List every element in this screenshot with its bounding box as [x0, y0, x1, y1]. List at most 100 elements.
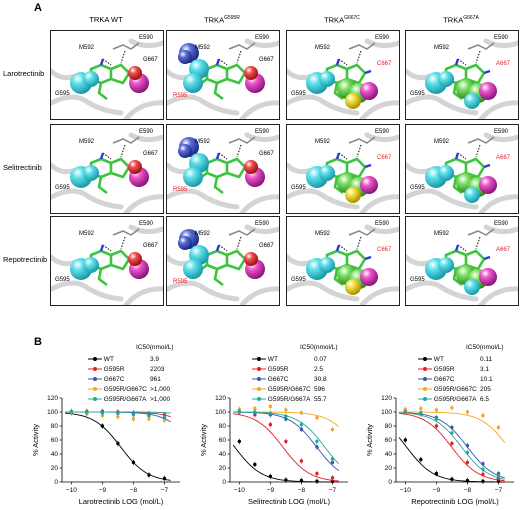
legend-ic50-value: 961 — [150, 376, 161, 383]
y-tick-label: 60 — [219, 437, 227, 444]
structure-image — [287, 38, 399, 119]
column-header-label: TRKA WT — [89, 15, 123, 24]
ic50-header: IC50(nmol/L) — [466, 344, 504, 351]
residue-label-c667: C667 — [377, 247, 392, 253]
data-point — [299, 411, 304, 415]
y-tick-label: 80 — [385, 423, 393, 430]
x-tick-label: −8 — [130, 487, 138, 494]
data-point — [465, 460, 470, 465]
residue-label-g667: G667 — [143, 151, 158, 157]
data-point — [434, 471, 439, 476]
structure-image — [287, 132, 399, 213]
column-header-2: TRKAG667C — [282, 15, 402, 25]
residue-label-g595: G595 — [55, 91, 70, 97]
data-point — [481, 462, 485, 466]
y-tick-label: 40 — [385, 451, 393, 458]
panel-b-letter: B — [34, 336, 42, 348]
data-point — [450, 431, 454, 435]
data-point — [131, 413, 136, 417]
data-point — [465, 443, 470, 448]
data-point — [315, 439, 319, 444]
structure-image — [51, 224, 163, 305]
legend-entry: G595R/G667C 596 — [252, 386, 325, 393]
data-point — [419, 406, 423, 411]
y-tick-label: 20 — [51, 465, 59, 472]
residue-label-e590: E590 — [375, 221, 390, 227]
data-point — [330, 476, 335, 480]
ic50-header: IC50(nmol/L) — [300, 344, 338, 351]
residue-label-r595: R595 — [173, 93, 188, 99]
column-header-1: TRKAG595R — [162, 15, 282, 25]
legend-name: WT — [102, 356, 114, 363]
legend-name: WT — [432, 356, 444, 363]
data-point — [496, 425, 501, 430]
residue-label-m592: M592 — [434, 45, 450, 51]
residue-label-e590: E590 — [494, 35, 509, 41]
data-point — [253, 410, 257, 414]
data-point — [434, 417, 439, 421]
legend-swatch — [252, 387, 266, 392]
x-tick-label: −10 — [234, 487, 245, 494]
legend-ic50-value: 55.7 — [314, 396, 327, 403]
legend-swatch — [418, 367, 432, 372]
x-axis-label: Larotrectinib LOG (mol/L) — [79, 497, 164, 506]
structure-image — [167, 224, 279, 305]
legend-ic50-value: 3.1 — [480, 366, 490, 373]
data-point — [315, 471, 319, 476]
data-point — [131, 417, 136, 421]
legend-name: G595R/G667C — [102, 386, 147, 393]
structure-image — [167, 132, 279, 213]
data-point — [162, 415, 167, 419]
structure-image — [406, 132, 518, 213]
y-tick-label: 40 — [219, 451, 227, 458]
data-point — [116, 411, 120, 416]
residue-label-m592: M592 — [434, 139, 450, 145]
legend-name: G667C — [266, 376, 289, 383]
residue-label-c667: C667 — [377, 61, 392, 67]
legend-swatch — [418, 397, 432, 402]
y-tick-label: 0 — [388, 479, 392, 486]
residue-label-g595: G595 — [410, 277, 425, 283]
residue-label-e590: E590 — [139, 221, 154, 227]
data-point — [116, 415, 120, 419]
legend-swatch — [88, 357, 102, 362]
data-point — [147, 473, 151, 477]
x-tick-label: −9 — [99, 487, 107, 494]
residue-label-g667: G667 — [143, 243, 158, 249]
residue-label-e590: E590 — [255, 221, 270, 227]
y-tick-label: 100 — [215, 409, 226, 416]
data-point — [299, 459, 304, 463]
data-point — [268, 404, 273, 409]
legend-ic50-value: >1,000 — [150, 396, 171, 403]
ribbon-backbone — [51, 38, 163, 119]
row-label-repotrectinib: Repotrectinib — [3, 255, 48, 264]
data-point — [496, 474, 501, 478]
data-point — [299, 427, 304, 432]
residue-label-e590: E590 — [375, 35, 390, 41]
structure-image — [406, 38, 518, 119]
x-tick-label: −8 — [464, 487, 472, 494]
fit-curve-wt — [65, 412, 171, 481]
residue-label-g595: G595 — [410, 185, 425, 191]
x-tick-label: −7 — [161, 487, 169, 494]
column-header-label: TRKA — [443, 15, 464, 25]
y-tick-label: 60 — [51, 437, 59, 444]
data-point — [450, 425, 454, 430]
data-point — [284, 414, 288, 418]
data-point — [237, 409, 242, 413]
residue-label-g595: G595 — [291, 91, 306, 97]
x-tick-label: −9 — [433, 487, 441, 494]
y-tick-label: 20 — [219, 465, 227, 472]
data-point — [403, 410, 408, 414]
x-tick-label: −8 — [298, 487, 306, 494]
legend-entry: WT 0.07 — [252, 356, 327, 363]
data-point — [315, 479, 319, 483]
fit-curve-g595r — [233, 413, 339, 482]
column-header-3: TRKAG667A — [401, 15, 520, 25]
residue-label-e590: E590 — [494, 221, 509, 227]
y-tick-label: 40 — [51, 451, 59, 458]
structure-cell: M592 E590 G667 G595 — [50, 124, 164, 214]
residue-label-m592: M592 — [315, 139, 331, 145]
legend-entry: G595R/G667A >1,000 — [88, 396, 170, 403]
y-tick-label: 100 — [47, 409, 58, 416]
